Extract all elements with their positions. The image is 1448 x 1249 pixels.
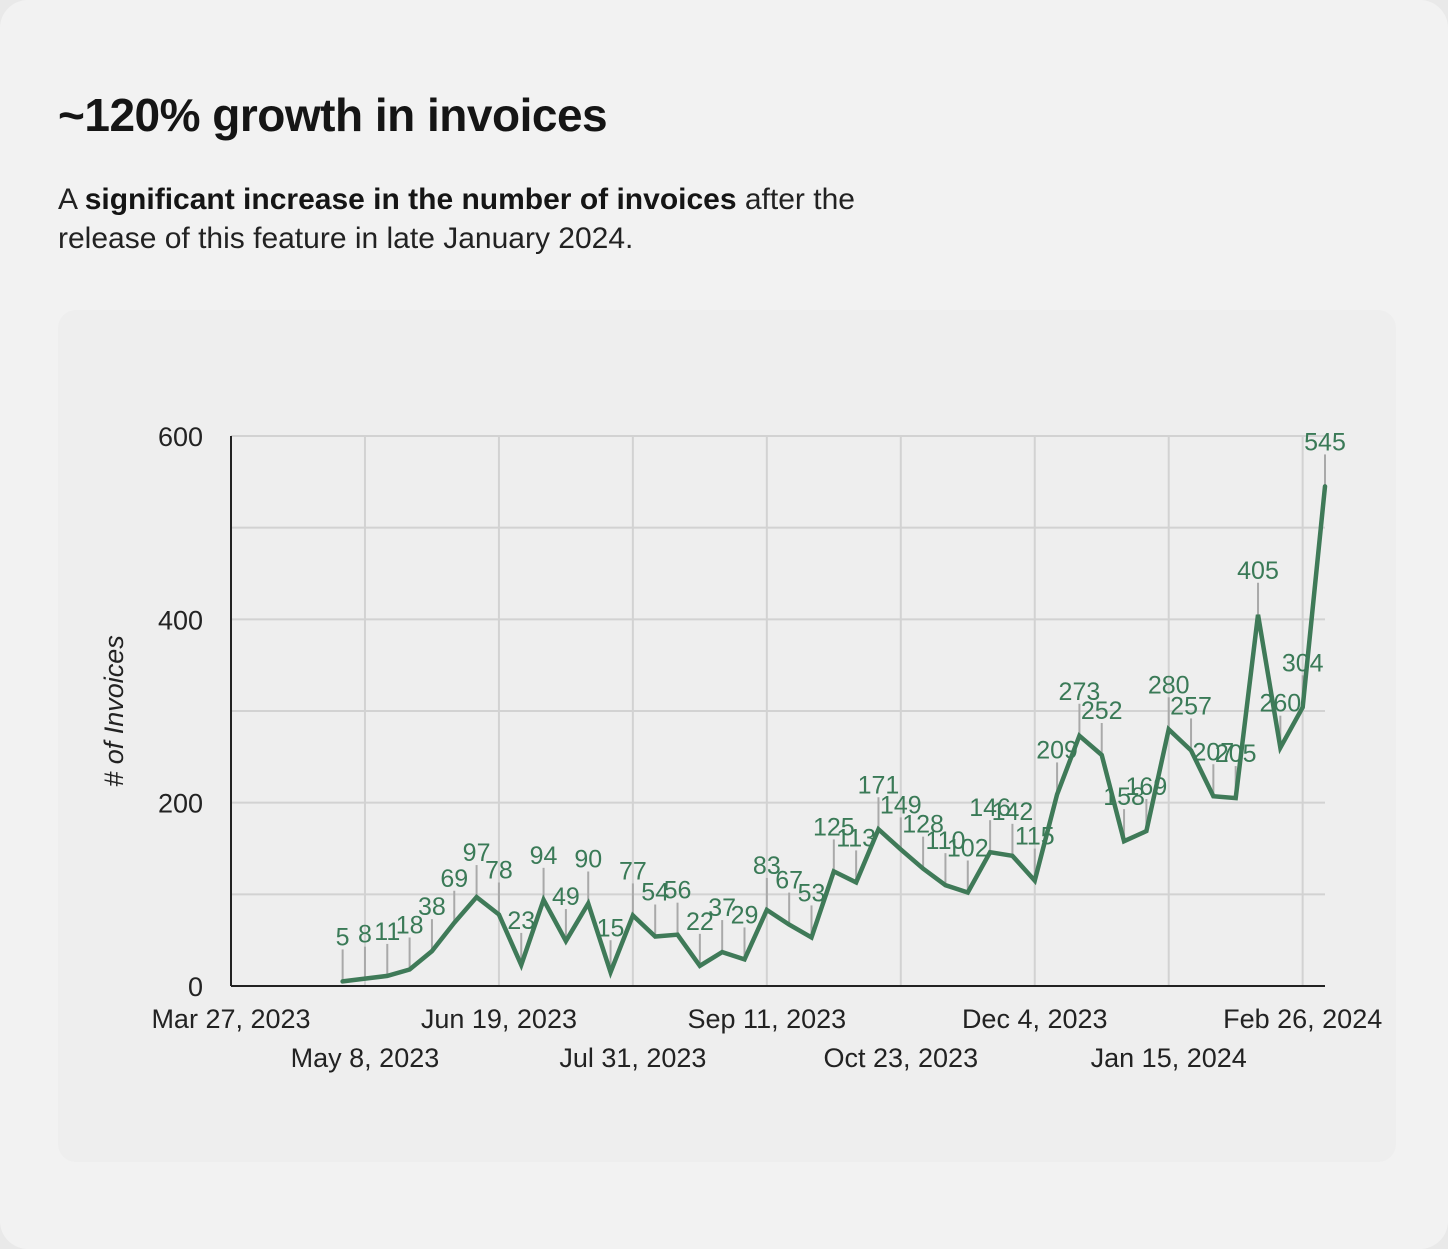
- y-axis-title: # of Invoices: [99, 635, 129, 787]
- data-label: 158: [1103, 783, 1145, 811]
- data-label: 257: [1170, 692, 1212, 720]
- y-tick-label: 200: [158, 789, 203, 819]
- x-tick-label: May 8, 2023: [291, 1043, 440, 1073]
- data-label: 49: [552, 883, 580, 911]
- data-label: 38: [418, 893, 446, 921]
- data-label: 209: [1036, 736, 1078, 764]
- data-label: 146: [969, 794, 1011, 822]
- x-tick-label: Jan 15, 2024: [1091, 1043, 1247, 1073]
- data-label: 113: [836, 824, 876, 852]
- data-label: 83: [753, 852, 781, 880]
- data-label: 15: [597, 914, 625, 942]
- data-label: 97: [463, 839, 491, 867]
- series-line: [340, 484, 1328, 984]
- y-tick-label: 600: [158, 422, 203, 452]
- x-tick-label: Feb 26, 2024: [1223, 1004, 1382, 1034]
- data-label: 23: [507, 907, 535, 935]
- data-label: 142: [992, 798, 1034, 826]
- data-label: 94: [530, 842, 558, 870]
- x-tick-label: Mar 27, 2023: [151, 1004, 310, 1034]
- data-label: 149: [880, 791, 922, 819]
- data-label: 207: [1193, 738, 1235, 766]
- data-label: 273: [1059, 678, 1101, 706]
- subtitle-post: after the release of this feature in lat…: [58, 183, 855, 255]
- data-label: 54: [641, 879, 669, 907]
- data-label: 128: [902, 811, 944, 839]
- data-label: 5: [336, 923, 350, 951]
- data-label: 22: [686, 908, 714, 936]
- data-label: 169: [1126, 773, 1168, 801]
- data-label: 304: [1282, 649, 1324, 677]
- data-label: 18: [396, 912, 424, 940]
- data-label: 252: [1081, 697, 1123, 725]
- data-label: 69: [440, 865, 468, 893]
- subtitle-bold: significant increase in the number of in…: [84, 183, 737, 216]
- data-label: 110: [926, 827, 966, 855]
- data-label: 260: [1259, 690, 1301, 718]
- data-label: 67: [775, 867, 803, 895]
- page-subtitle: A significant increase in the number of …: [58, 180, 958, 258]
- x-tick-label: Jun 19, 2023: [421, 1004, 577, 1034]
- data-label: 115: [1015, 823, 1055, 851]
- data-label: 77: [619, 857, 647, 885]
- data-label: 78: [485, 857, 513, 885]
- data-label: 171: [858, 771, 900, 799]
- data-label: 90: [574, 846, 602, 874]
- x-tick-label: Dec 4, 2023: [962, 1004, 1108, 1034]
- data-label: 8: [358, 921, 372, 949]
- x-tick-label: Oct 23, 2023: [823, 1043, 978, 1073]
- data-label: 37: [708, 894, 736, 922]
- data-label: 280: [1148, 671, 1190, 699]
- x-tick-label: Jul 31, 2023: [559, 1043, 706, 1073]
- data-label: 405: [1237, 557, 1279, 585]
- data-label: 125: [813, 813, 855, 841]
- data-label: 545: [1304, 428, 1346, 456]
- data-label: 11: [374, 918, 400, 946]
- y-tick-label: 0: [188, 972, 203, 1002]
- data-label: 56: [664, 877, 692, 905]
- data-label: 205: [1215, 740, 1257, 768]
- data-label: 102: [947, 835, 989, 863]
- subtitle-pre: A: [58, 183, 85, 216]
- data-label: 53: [798, 879, 826, 907]
- data-label: 29: [731, 901, 759, 929]
- x-tick-label: Sep 11, 2023: [688, 1004, 847, 1034]
- page-title: ~120% growth in invoices: [58, 89, 608, 141]
- y-tick-label: 400: [158, 605, 203, 635]
